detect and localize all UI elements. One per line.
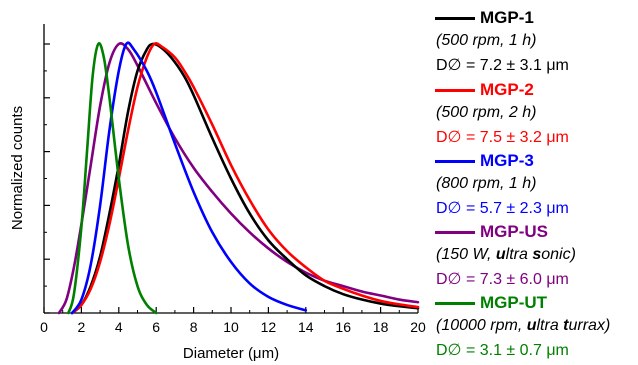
legend-entry-head: MGP-1 <box>432 6 638 30</box>
legend-swatch <box>435 160 475 163</box>
legend-series-name: MGP-3 <box>480 151 534 170</box>
legend: MGP-1 (500 rpm, 1 h) D∅ = 7.2 ± 3.1 μm M… <box>432 0 638 365</box>
legend-swatch <box>435 89 475 92</box>
legend-entry-head: MGP-US <box>432 220 638 244</box>
x-tick-label: 6 <box>152 319 160 335</box>
legend-swatch <box>435 17 475 20</box>
legend-entry-head: MGP-2 <box>432 78 638 102</box>
x-tick-label: 0 <box>40 319 48 335</box>
series-line-mgp-1 <box>70 42 420 315</box>
series-line-mgp-2 <box>70 42 420 315</box>
legend-swatch <box>435 302 475 305</box>
x-tick-label: 16 <box>335 319 351 335</box>
legend-series-name: MGP-2 <box>480 80 534 99</box>
legend-size: D∅ = 7.3 ± 6.0 μm <box>436 271 569 288</box>
series-lines <box>57 41 420 315</box>
x-tick-label: 4 <box>115 319 123 335</box>
legend-condition: (500 rpm, 1 h) <box>436 32 537 49</box>
x-tick-label: 14 <box>298 319 314 335</box>
x-tick-labels: 0 2 4 6 8 10 12 14 16 18 20 <box>40 319 426 335</box>
legend-entry-head: MGP-3 <box>432 149 638 173</box>
x-tick-label: 18 <box>373 319 389 335</box>
x-axis-title: Diameter (μm) <box>183 345 279 362</box>
x-tick-label: 20 <box>410 319 426 335</box>
legend-series-name: MGP-1 <box>480 8 534 27</box>
legend-swatch <box>435 231 475 234</box>
x-tick-label: 2 <box>78 319 86 335</box>
legend-size: D∅ = 7.2 ± 3.1 μm <box>436 57 569 74</box>
legend-entry-head: MGP-UT <box>432 291 638 315</box>
y-ticks <box>44 43 50 314</box>
series-line-mgp-us <box>57 42 420 315</box>
x-tick-label: 10 <box>223 319 239 335</box>
legend-size: D∅ = 3.1 ± 0.7 μm <box>436 342 569 359</box>
y-axis-title: Normalized counts <box>9 106 26 230</box>
legend-series-name: MGP-UT <box>480 293 548 312</box>
legend-series-name: MGP-US <box>480 222 548 241</box>
x-tick-label: 8 <box>190 319 198 335</box>
legend-condition: (800 rpm, 1 h) <box>436 175 537 192</box>
chart-plot: 0 2 4 6 8 10 12 14 16 18 20 Diameter (μm) Normaliz… <box>9 24 426 362</box>
legend-condition: (10000 rpm, ultra turrax) <box>436 317 611 334</box>
legend-condition: (150 W, ultra sonic) <box>436 246 576 263</box>
series-line-mgp-3 <box>70 41 308 315</box>
legend-size: D∅ = 5.7 ± 2.3 μm <box>436 200 569 217</box>
axes <box>43 24 418 314</box>
x-tick-label: 12 <box>261 319 277 335</box>
x-ticks <box>43 307 419 313</box>
legend-condition: (500 rpm, 2 h) <box>436 104 537 121</box>
series-line-mgp-ut <box>67 42 158 315</box>
legend-size: D∅ = 7.5 ± 3.2 μm <box>436 129 569 146</box>
